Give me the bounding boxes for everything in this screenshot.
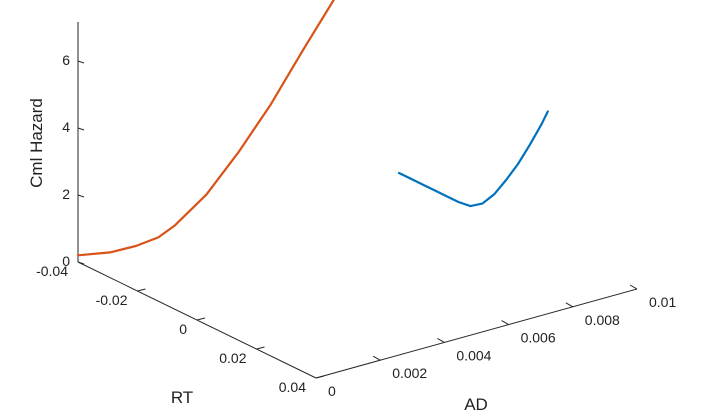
- ad-tick-mark: [372, 355, 381, 361]
- rt-tick-mark: [196, 317, 206, 321]
- ad-tick-label: 0.002: [392, 365, 427, 381]
- z-axis-title: Cml Hazard: [27, 98, 46, 188]
- z-tick-mark: [77, 60, 85, 64]
- ad-tick-mark: [565, 302, 574, 308]
- rt-tick-mark: [137, 288, 146, 292]
- ad-tick-label: 0.008: [585, 312, 620, 328]
- axes-layer: [77, 22, 638, 379]
- rt-tick-label: -0.04: [36, 263, 68, 279]
- z-tick-label: 2: [62, 186, 70, 202]
- z-tick-mark: [77, 127, 85, 131]
- z-tick-label: 4: [62, 119, 70, 135]
- z-tick-label: 6: [62, 52, 70, 68]
- ad-tick-mark: [629, 284, 638, 290]
- ad-tick-mark: [437, 337, 445, 343]
- rt-tick-label: 0: [179, 321, 187, 337]
- series-layer: [76, 0, 549, 257]
- rt-tick-mark: [256, 346, 265, 350]
- rt-tick-label: 0.02: [219, 350, 246, 366]
- ad-axis-title: AD: [464, 395, 488, 414]
- ad-tick-label: 0.01: [649, 294, 676, 310]
- ad-tick-label: 0.004: [456, 347, 491, 363]
- ticks-layer: [77, 60, 638, 379]
- z-tick-mark: [77, 261, 85, 265]
- ad-axis-line: [315, 288, 638, 379]
- rt-tick-label: -0.02: [96, 292, 128, 308]
- labels-layer: 0 2 4 6 -0.04 -0.02 0 0.02 0.04 0 0.002 0.004 0.006 0…: [36, 52, 676, 399]
- rt-tick-mark: [315, 375, 325, 379]
- series-line-2: [76, 0, 335, 257]
- z-tick-label: 0: [62, 253, 70, 269]
- ad-tick-label: 0: [328, 383, 336, 399]
- rt-tick-label: 0.04: [279, 379, 306, 395]
- series-line-1: [397, 110, 549, 208]
- ad-tick-mark: [501, 320, 509, 326]
- rt-axis-title: RT: [171, 388, 193, 407]
- z-tick-mark: [77, 194, 85, 198]
- ad-tick-label: 0.006: [521, 330, 556, 346]
